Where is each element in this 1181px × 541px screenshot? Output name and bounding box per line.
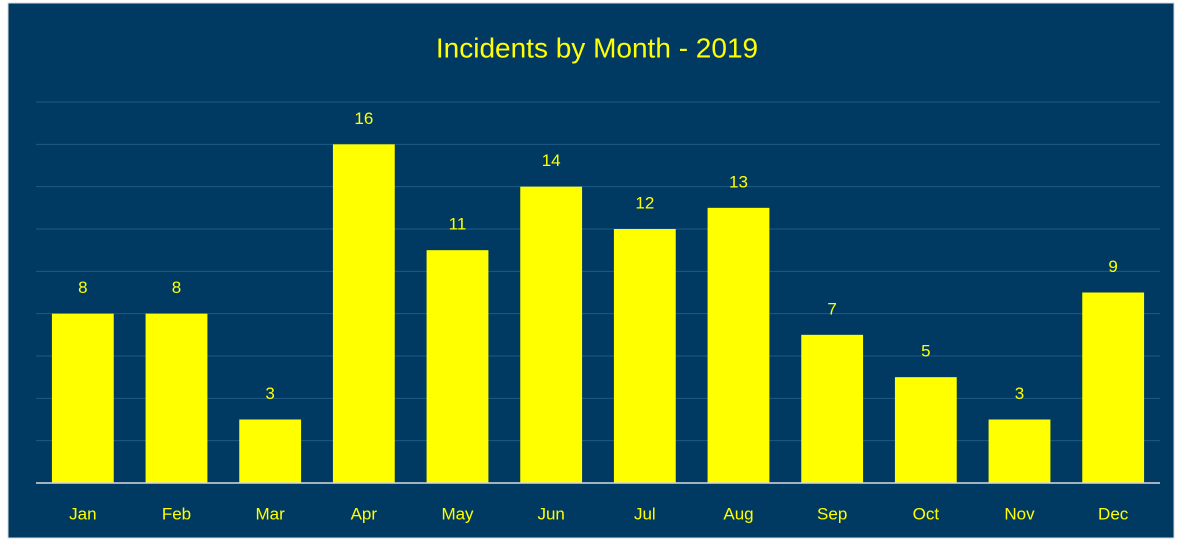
x-tick-label: May	[441, 504, 474, 523]
bar	[988, 419, 1051, 483]
data-label: 7	[827, 299, 836, 318]
x-tick-label: Feb	[162, 504, 191, 523]
x-tick-label: Mar	[256, 504, 286, 523]
bar	[426, 250, 489, 483]
bar	[707, 207, 770, 484]
bar	[51, 313, 114, 483]
bar	[520, 186, 583, 483]
x-tick-label: Apr	[351, 504, 378, 523]
bar	[239, 419, 302, 483]
data-label: 5	[921, 342, 930, 361]
x-tick-label: Oct	[913, 504, 940, 523]
data-label: 11	[449, 215, 467, 234]
x-tick-label: Jul	[634, 504, 656, 523]
bar	[801, 334, 864, 483]
bar	[1082, 292, 1145, 483]
x-tick-label: Aug	[723, 504, 753, 523]
data-label: 8	[172, 278, 181, 297]
data-label: 13	[729, 172, 748, 191]
data-label: 9	[1108, 257, 1117, 276]
bar	[894, 377, 957, 483]
chart-title: Incidents by Month - 2019	[436, 32, 758, 63]
data-label: 12	[635, 193, 654, 212]
x-tick-label: Sep	[817, 504, 847, 523]
bar	[613, 229, 676, 483]
x-tick-label: Dec	[1098, 504, 1129, 523]
bar	[332, 144, 395, 484]
x-tick-label: Jan	[69, 504, 96, 523]
data-label: 3	[265, 384, 274, 403]
data-label: 14	[542, 151, 561, 170]
data-label: 8	[78, 278, 87, 297]
bar	[145, 313, 208, 483]
data-label: 3	[1015, 384, 1024, 403]
x-tick-label: Nov	[1004, 504, 1035, 523]
data-label: 16	[354, 109, 373, 128]
x-tick-label: Jun	[537, 504, 564, 523]
